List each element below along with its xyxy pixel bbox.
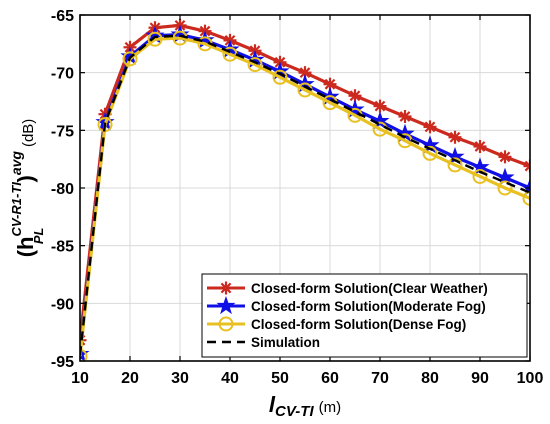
y-tick-label: -75: [51, 123, 74, 140]
y-axis-label-unit: (dB): [20, 119, 37, 147]
asterisk-marker: [219, 281, 233, 295]
data-point: [247, 57, 263, 73]
data-point: [373, 99, 387, 113]
legend-label: Simulation: [251, 335, 320, 350]
x-tick-label: 40: [221, 370, 239, 387]
x-tick-label: 50: [271, 370, 289, 387]
series-3: [80, 34, 530, 356]
data-point: [498, 150, 512, 164]
data-point: [80, 344, 90, 361]
legend-entry: Closed-form Solution(Moderate Fog): [207, 295, 486, 315]
y-tick-label: -90: [51, 296, 74, 313]
y-tick-label: -80: [51, 181, 74, 198]
x-tick-label: 80: [421, 370, 439, 387]
legend-entry: Closed-form Solution(Dense Fog): [207, 316, 466, 332]
data-point: [80, 348, 88, 361]
y-axis-label-sub: PL: [31, 227, 46, 244]
x-axis-label: lCV-TI (m): [269, 392, 341, 420]
legend-label: Closed-form Solution(Moderate Fog): [251, 299, 486, 314]
data-point: [448, 130, 462, 144]
circle-marker: [218, 316, 234, 332]
data-point: [323, 77, 337, 91]
x-tick-label: 20: [121, 370, 139, 387]
x-tick-label: 60: [321, 370, 339, 387]
x-tick-label: 100: [517, 370, 544, 387]
data-point: [122, 51, 138, 67]
data-point: [522, 190, 530, 206]
y-tick-label: -65: [51, 8, 74, 25]
star-marker: [216, 295, 236, 315]
legend-label: Closed-form Solution(Dense Fog): [251, 317, 466, 332]
y-axis-label-sup2: avg: [8, 151, 24, 176]
x-tick-label: 30: [171, 370, 189, 387]
data-point: [423, 120, 437, 134]
y-axis-label: (hCV-R1-TI PL)avg (dB): [8, 119, 46, 258]
x-tick-label: 70: [371, 370, 389, 387]
y-axis-label-sup: CV-R1-TI: [9, 182, 24, 237]
y-axis-label-close: ): [13, 175, 38, 182]
data-point: [497, 180, 513, 196]
legend-label: Closed-form Solution(Clear Weather): [251, 281, 488, 296]
data-point: [398, 109, 412, 123]
data-point: [447, 157, 463, 173]
legend-entry: Simulation: [207, 335, 320, 350]
y-tick-label: -85: [51, 239, 74, 256]
data-point: [147, 31, 163, 47]
series-line: [80, 36, 530, 357]
data-point: [272, 69, 288, 85]
x-axis-label-unit: (m): [319, 399, 342, 416]
data-point: [422, 145, 438, 161]
data-point: [472, 168, 488, 184]
x-axis-label-sub: CV-TI: [275, 403, 314, 420]
legend-box: [201, 273, 528, 358]
y-tick-label: -70: [51, 66, 74, 83]
series-line: [80, 34, 530, 356]
legend: Closed-form Solution(Clear Weather) Close…: [201, 273, 528, 358]
axis-ticks: 10 20 30 40 50 60 70 80 90 100 -65 -70 -75 -80 -85 -90 -…: [51, 8, 544, 387]
series-layer: [80, 18, 530, 361]
x-axis-label-main: l: [269, 392, 276, 417]
legend-entry: Closed-form Solution(Clear Weather): [207, 281, 488, 296]
data-point: [473, 139, 487, 153]
data-point: [523, 159, 530, 173]
y-axis-label-open: (h: [13, 237, 38, 258]
x-tick-label: 10: [71, 370, 89, 387]
y-tick-label: -95: [51, 354, 74, 371]
x-tick-label: 90: [471, 370, 489, 387]
data-point: [370, 111, 390, 130]
